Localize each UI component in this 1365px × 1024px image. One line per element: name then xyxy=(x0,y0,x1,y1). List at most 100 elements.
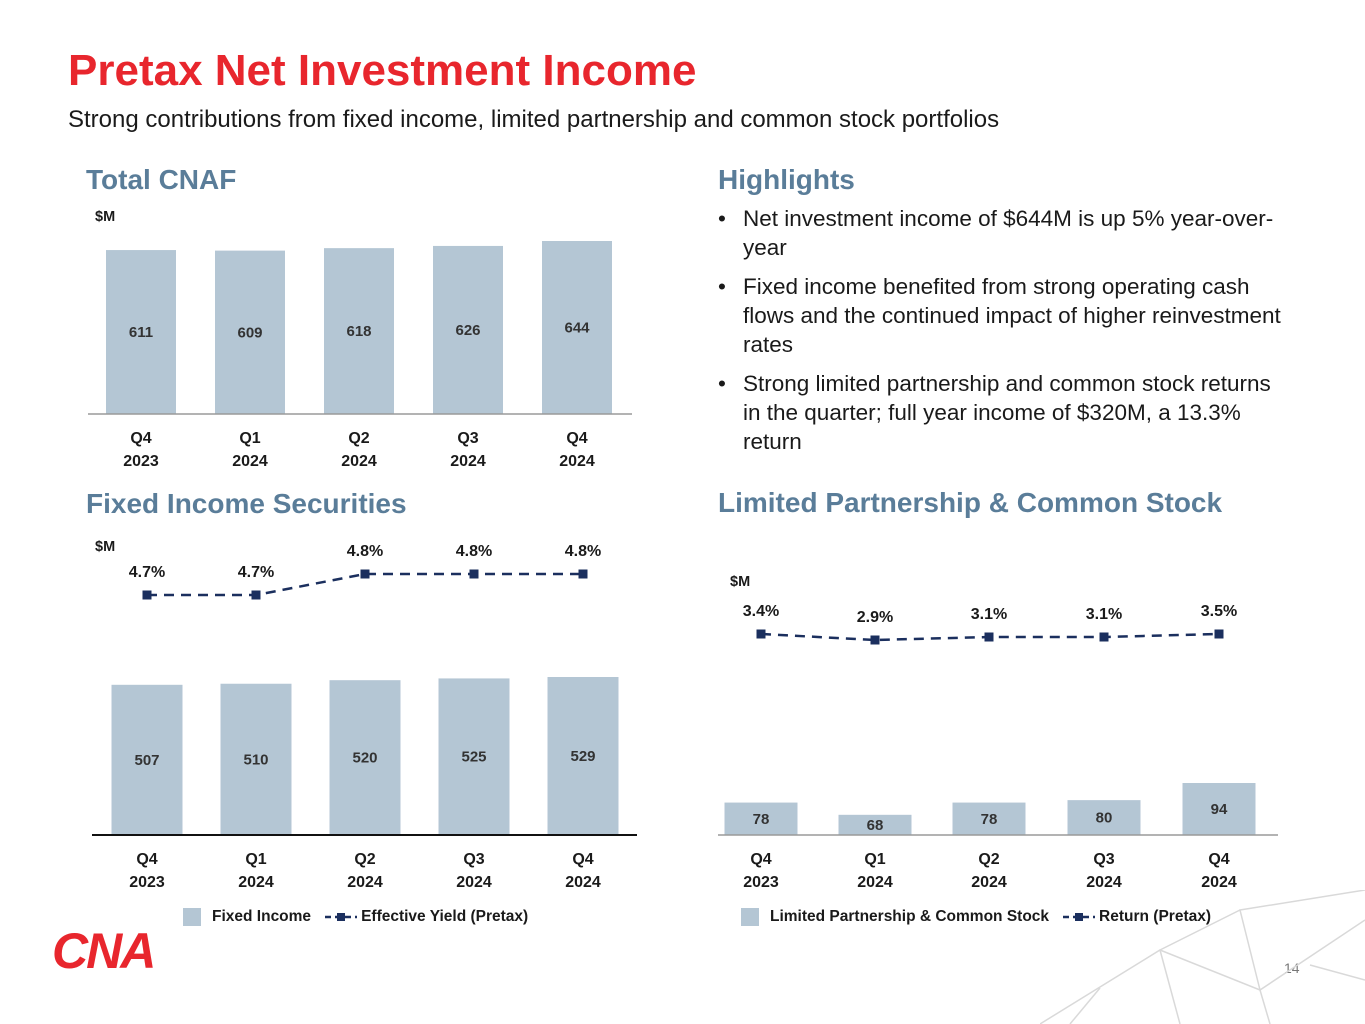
x-tick-label-year: 2024 xyxy=(238,874,274,891)
bar-value-label: 68 xyxy=(867,817,884,834)
section-title-total-cnaf: Total CNAF xyxy=(86,164,237,195)
bar-value-label: 626 xyxy=(455,322,480,339)
bar xyxy=(324,248,394,414)
bar xyxy=(838,814,912,835)
x-tick-label-quarter: Q4 xyxy=(136,851,157,868)
x-tick-label-year: 2024 xyxy=(565,874,601,891)
bar-value-label: 618 xyxy=(346,323,371,340)
cna-logo: CNA xyxy=(52,926,156,972)
bar-value-label: 644 xyxy=(564,320,590,337)
legend-bar-label: Limited Partnership & Common Stock xyxy=(770,908,1050,925)
logo-text: CNA xyxy=(52,926,154,972)
line-data-label: 4.8% xyxy=(456,543,492,560)
x-tick-label-year: 2023 xyxy=(123,453,159,470)
bar xyxy=(106,250,176,414)
x-tick-label-year: 2024 xyxy=(341,453,377,470)
legend-bar-label: Fixed Income xyxy=(212,908,312,925)
x-tick-label-quarter: Q4 xyxy=(572,851,593,868)
line-data-label: 4.7% xyxy=(129,564,165,581)
line-point xyxy=(1214,629,1224,639)
x-tick-label-quarter: Q2 xyxy=(354,851,375,868)
bar xyxy=(329,680,401,835)
x-tick-label-quarter: Q3 xyxy=(457,430,478,447)
bar-value-label: 78 xyxy=(981,811,998,828)
line-point xyxy=(360,569,370,579)
highlights-list: Net investment income of $644M is up 5% … xyxy=(718,204,1288,466)
bar xyxy=(111,684,183,835)
bar xyxy=(438,678,510,835)
line-point xyxy=(251,590,261,600)
bar xyxy=(220,683,292,835)
bar-value-label: 507 xyxy=(134,752,159,769)
line-point xyxy=(469,569,479,579)
line-point xyxy=(578,569,588,579)
bar-value-label: 80 xyxy=(1096,810,1113,827)
line-data-label: 2.9% xyxy=(857,609,893,626)
line-data-label: 4.7% xyxy=(238,564,274,581)
legend-line-marker xyxy=(1063,913,1096,921)
x-tick-label-year: 2024 xyxy=(347,874,383,891)
line-point xyxy=(142,590,152,600)
x-tick-label-year: 2024 xyxy=(857,874,893,891)
highlight-item: Net investment income of $644M is up 5% … xyxy=(718,204,1288,262)
line-data-label: 3.4% xyxy=(743,603,779,620)
x-tick-label-quarter: Q4 xyxy=(1208,851,1229,868)
x-tick-label-year: 2024 xyxy=(456,874,492,891)
x-tick-label-quarter: Q4 xyxy=(566,430,587,447)
line-data-label: 3.1% xyxy=(971,606,1007,623)
bar-value-label: 529 xyxy=(570,748,595,765)
x-tick-label-quarter: Q3 xyxy=(1093,851,1114,868)
bar xyxy=(547,677,619,835)
legend-bar-swatch xyxy=(183,908,201,926)
highlight-item: Strong limited partnership and common st… xyxy=(718,369,1288,456)
x-tick-label-quarter: Q3 xyxy=(463,851,484,868)
line-data-label: 3.1% xyxy=(1086,606,1122,623)
x-tick-label-year: 2023 xyxy=(129,874,165,891)
yield-line xyxy=(760,632,1220,642)
line-data-label: 3.5% xyxy=(1201,603,1237,620)
legend-line-label: Return (Pretax) xyxy=(1099,908,1212,925)
x-tick-label-year: 2024 xyxy=(1086,874,1122,891)
x-tick-label-year: 2024 xyxy=(1201,874,1237,891)
line-point xyxy=(756,629,766,639)
legend-line-label: Effective Yield (Pretax) xyxy=(361,908,529,925)
section-title-lp-common: Limited Partnership & Common Stock xyxy=(718,487,1223,518)
x-tick-label-year: 2023 xyxy=(743,874,779,891)
line-point xyxy=(984,632,994,642)
x-tick-label-quarter: Q1 xyxy=(239,430,260,447)
line-point xyxy=(1099,632,1109,642)
highlight-item: Fixed income benefited from strong opera… xyxy=(718,272,1288,359)
bar-value-label: 510 xyxy=(243,751,268,768)
bar xyxy=(433,245,503,414)
x-tick-label-quarter: Q2 xyxy=(978,851,999,868)
line-data-label: 4.8% xyxy=(565,543,601,560)
bar-value-label: 525 xyxy=(461,749,486,766)
line-point xyxy=(870,635,880,645)
unit-label: $M xyxy=(730,574,750,590)
yield-line xyxy=(147,572,583,597)
page-subtitle: Strong contributions from fixed income, … xyxy=(68,106,1000,133)
bar-value-label: 78 xyxy=(753,811,770,828)
bar xyxy=(542,241,612,414)
x-tick-label-quarter: Q1 xyxy=(245,851,266,868)
page-title: Pretax Net Investment Income xyxy=(68,46,697,95)
legend-bar-swatch xyxy=(741,908,759,926)
unit-label: $M xyxy=(95,539,115,555)
section-title-fixed-income: Fixed Income Securities xyxy=(86,488,407,519)
x-tick-label-quarter: Q4 xyxy=(130,430,151,447)
bar xyxy=(1182,783,1256,835)
x-tick-label-quarter: Q4 xyxy=(750,851,771,868)
section-title-highlights: Highlights xyxy=(718,164,855,195)
legend-line-marker xyxy=(325,913,358,921)
x-tick-label-year: 2024 xyxy=(971,874,1007,891)
bar xyxy=(952,802,1026,835)
line-data-label: 4.8% xyxy=(347,543,383,560)
unit-label: $M xyxy=(95,209,115,225)
bar-value-label: 609 xyxy=(237,324,262,341)
bar xyxy=(215,250,285,414)
x-tick-label-quarter: Q2 xyxy=(348,430,369,447)
decorative-grid-graphic xyxy=(1040,890,1365,1024)
bar-value-label: 94 xyxy=(1211,801,1228,818)
bar-value-label: 520 xyxy=(352,750,377,767)
x-tick-label-year: 2024 xyxy=(232,453,268,470)
